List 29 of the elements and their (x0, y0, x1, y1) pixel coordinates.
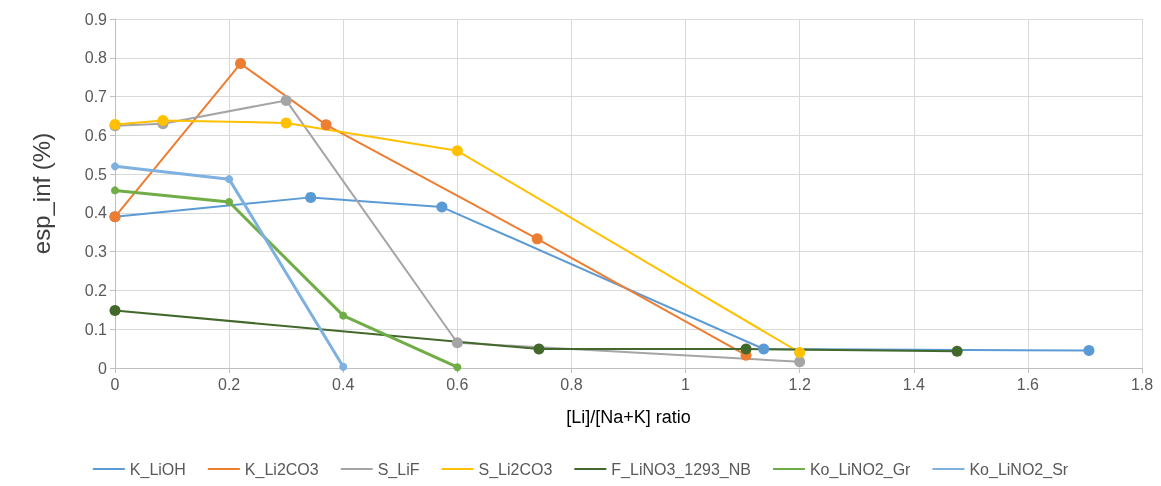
y-tick-label: 0.8 (84, 49, 108, 67)
x-tick-label: 1.8 (1130, 375, 1154, 393)
y-tick-label: 0.3 (84, 243, 108, 261)
legend-label: Ko_LiNO2_Sr (969, 460, 1069, 479)
y-tick-label: 0.7 (84, 88, 108, 106)
legend-label: S_LiF (377, 460, 420, 479)
legend-label: K_Li2CO3 (244, 460, 319, 479)
legend-label: K_LiOH (129, 460, 186, 479)
x-axis-title: [Li]/[Na+K] ratio (566, 407, 691, 427)
legend-label: F_LiNO3_1293_NB (611, 460, 751, 479)
y-tick-label: 0.4 (84, 204, 108, 222)
x-tick-label: 0.2 (217, 375, 241, 393)
y-tick-label: 0 (98, 359, 108, 377)
x-tick-label: 0.6 (446, 375, 469, 393)
x-tick-label: 0 (110, 375, 120, 393)
x-tick-label: 1.6 (1016, 375, 1040, 393)
legend-label: S_Li2CO3 (478, 460, 553, 479)
legend-label: Ko_LiNO2_Gr (809, 460, 912, 479)
y-tick-label: 0.6 (84, 126, 108, 144)
y-tick-label: 0.9 (84, 10, 108, 28)
x-tick-label: 0.8 (560, 375, 583, 393)
x-tick-label: 1.4 (902, 375, 925, 393)
y-tick-label: 0.2 (84, 281, 108, 299)
x-tick-label: 0.4 (332, 375, 355, 393)
y-axis-title: esp_inf (%) (27, 132, 55, 255)
y-tick-label: 0.1 (84, 320, 108, 338)
x-tick-label: 1 (681, 375, 691, 393)
y-tick-label: 0.5 (84, 165, 108, 183)
x-tick-label: 1.2 (788, 375, 811, 393)
